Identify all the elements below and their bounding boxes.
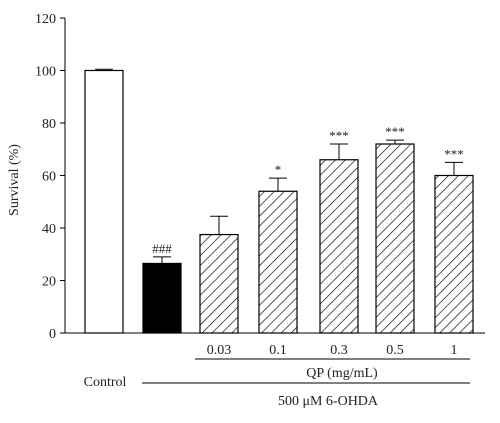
- bar: [258, 190, 298, 334]
- y-tick-label: 20: [42, 275, 56, 290]
- bar: [199, 233, 239, 334]
- category-label: 0.03: [207, 343, 232, 358]
- significance-label: ***: [329, 128, 349, 143]
- y-axis-title: Survival (%): [7, 144, 22, 216]
- toxin-label: 500 μM 6-OHDA: [278, 394, 379, 409]
- y-tick-label: 40: [42, 222, 56, 237]
- significance-label: *: [275, 162, 282, 177]
- y-tick-label: 100: [35, 65, 56, 80]
- bar: [434, 174, 474, 334]
- category-label: 1: [451, 343, 458, 358]
- bar: [84, 69, 124, 334]
- plot-area: ###**** ******: [84, 68, 474, 334]
- bar: [319, 159, 359, 334]
- category-label: 0.3: [330, 343, 348, 358]
- y-tick-label: 60: [42, 170, 56, 185]
- significance-label: ***: [444, 146, 464, 161]
- category-label: 0.5: [386, 343, 404, 358]
- significance-label: ***: [385, 124, 405, 139]
- y-tick-label: 0: [49, 327, 56, 342]
- y-tick-label: 80: [42, 117, 56, 132]
- control-label: Control: [84, 375, 127, 390]
- y-tick-label: 120: [35, 12, 56, 27]
- category-label: 0.1: [269, 343, 287, 358]
- bar: [375, 143, 415, 334]
- bar: [142, 262, 182, 334]
- treatment-label: QP (mg/mL): [306, 366, 378, 381]
- significance-label: ###: [152, 241, 172, 256]
